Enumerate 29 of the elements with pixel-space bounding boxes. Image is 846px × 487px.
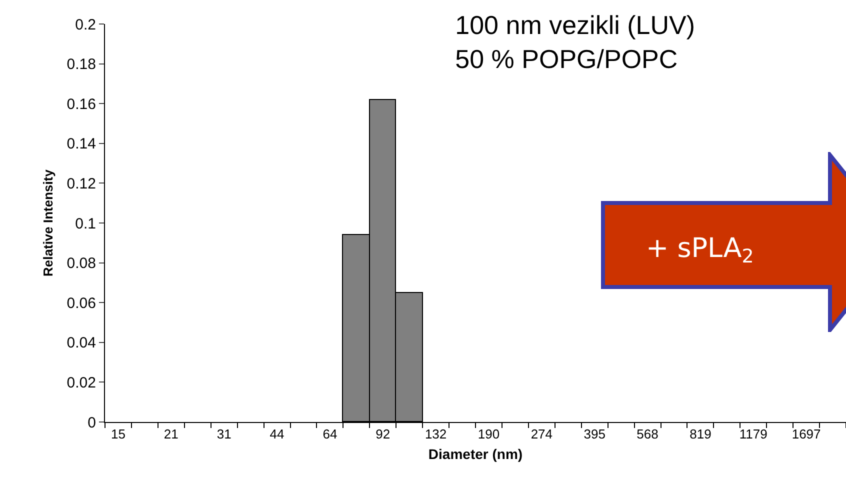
- x-tick-label: 31: [216, 426, 232, 442]
- y-tick-label: 0: [88, 414, 96, 432]
- y-tick-label: 0.2: [75, 16, 96, 34]
- x-tick-label: 274: [530, 426, 553, 442]
- x-tick-label: 1697: [792, 426, 821, 442]
- x-tick-label: 190: [478, 426, 500, 442]
- y-tick-label: 0.1: [75, 215, 96, 232]
- y-tick-label: 0.08: [66, 255, 96, 272]
- y-tick-label: 0.04: [66, 334, 96, 352]
- x-tick-label: 819: [690, 426, 712, 442]
- x-tick-label: 44: [270, 426, 284, 442]
- y-tick-label: 0.02: [66, 374, 96, 392]
- x-tick-label: 395: [584, 426, 606, 442]
- x-tick-label: 64: [322, 426, 338, 442]
- x-tick-label: 92: [376, 426, 390, 442]
- y-tick-label: 0.18: [66, 56, 96, 74]
- y-tick-label: 0.06: [66, 294, 96, 312]
- x-axis-title: Diameter (nm): [428, 446, 523, 462]
- x-tick-label: 568: [636, 426, 658, 442]
- x-tick-label: 15: [110, 426, 126, 442]
- y-axis-title: Relative Intensity: [40, 168, 56, 276]
- x-tick-label: 1179: [739, 426, 768, 442]
- chart-title: 100 nm vezikli (LUV) 50 % POPG/POPC: [455, 10, 696, 74]
- x-tick-label: 21: [164, 426, 178, 442]
- y-tick-label: 0.14: [66, 136, 96, 153]
- x-tick-label: 132: [424, 426, 447, 442]
- y-tick-label: 0.16: [66, 96, 96, 113]
- y-tick-label: 0.12: [66, 175, 96, 192]
- annotation: + sPLA$_{2}$: [646, 233, 754, 268]
